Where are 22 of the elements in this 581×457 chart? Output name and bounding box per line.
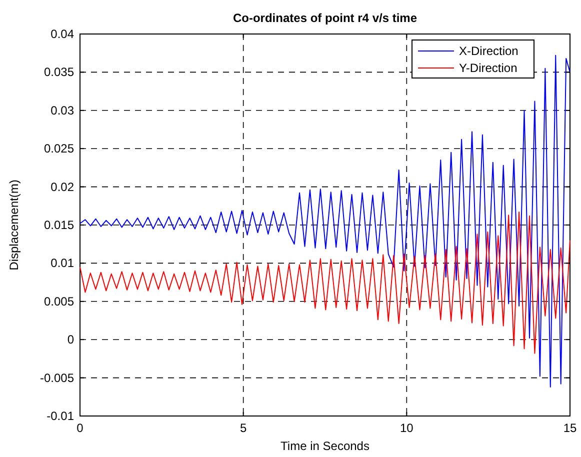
x-tick-label: 10 bbox=[400, 421, 414, 435]
y-tick-label: 0.015 bbox=[44, 218, 74, 232]
y-axis-title: Displacement(m) bbox=[7, 180, 21, 270]
y-tick-label: 0.025 bbox=[44, 142, 74, 156]
legend-label: Y-Direction bbox=[459, 61, 518, 75]
y-tick-label: 0.035 bbox=[44, 65, 74, 80]
y-tick-label: 0 bbox=[67, 332, 74, 347]
x-tick-label: 5 bbox=[240, 421, 247, 435]
chart-title: Co-ordinates of point r4 v/s time bbox=[232, 11, 418, 25]
x-axis-title: Time in Seconds bbox=[280, 439, 370, 453]
y-tick-label: 0.01 bbox=[50, 256, 74, 270]
y-tick-label: 0.04 bbox=[50, 27, 74, 41]
x-tick-label: 0 bbox=[76, 421, 84, 435]
y-tick-label: -0.005 bbox=[40, 370, 74, 385]
y-tick-label: -0.01 bbox=[46, 409, 74, 423]
y-tick-label: 0.005 bbox=[44, 294, 74, 308]
y-tick-label: 0.03 bbox=[50, 103, 74, 118]
line-series bbox=[80, 54, 570, 388]
x-tick-label: 15 bbox=[563, 421, 577, 435]
line-series bbox=[80, 212, 570, 354]
y-tick-label: 0.02 bbox=[50, 180, 74, 194]
legend-label: X-Direction bbox=[459, 44, 518, 58]
